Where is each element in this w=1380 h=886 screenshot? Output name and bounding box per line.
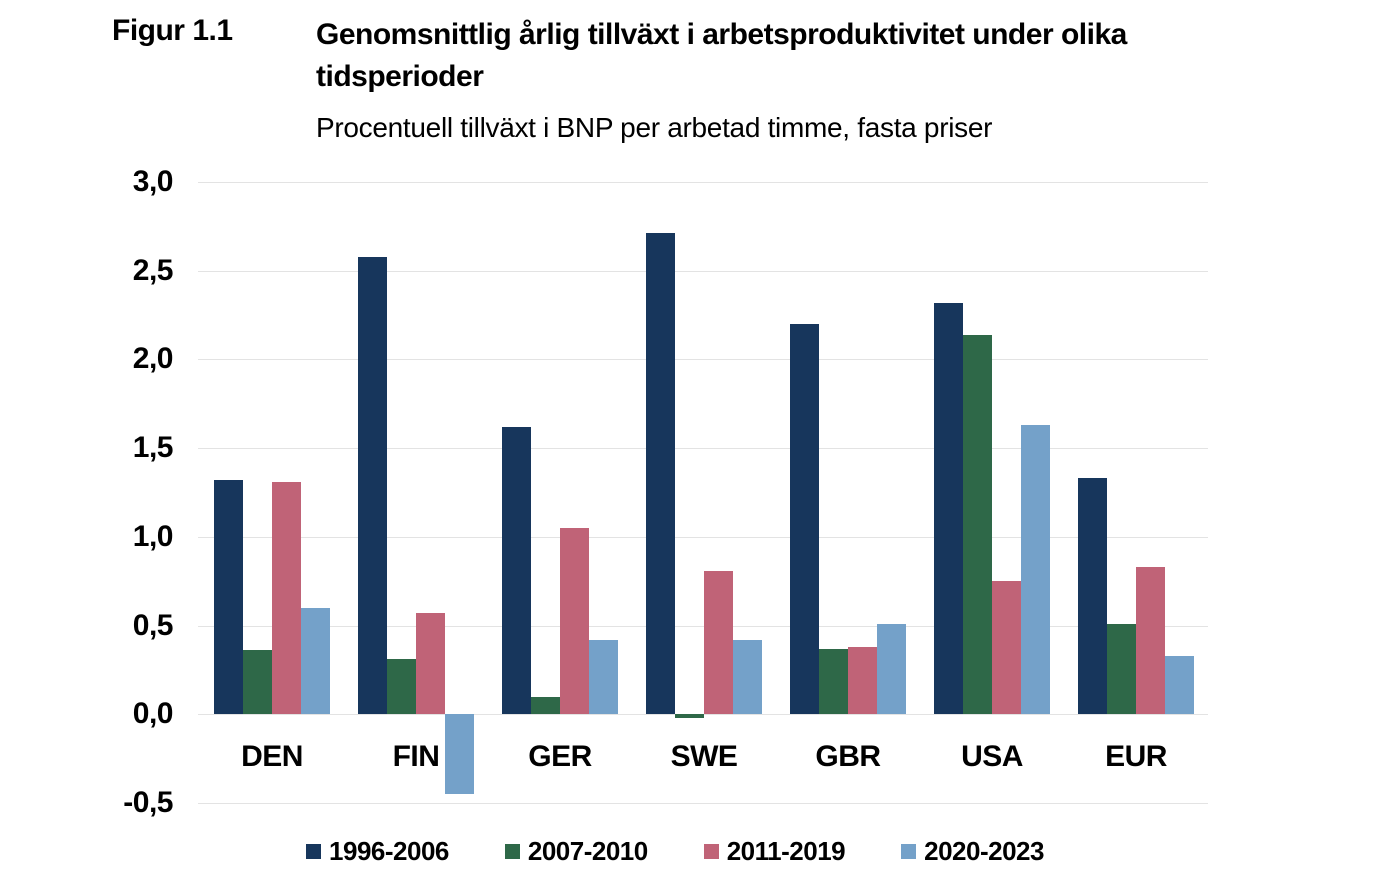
bar-swe-2011-2019 <box>704 570 733 715</box>
legend-swatch-icon <box>901 844 917 859</box>
legend-swatch-icon <box>504 844 520 859</box>
legend-item: 2011-2019 <box>703 836 846 867</box>
bar-gbr-2011-2019 <box>848 646 877 715</box>
figure-title: Genomsnittlig årlig tillväxt i arbetspro… <box>316 18 1127 93</box>
bar-fin-2007-2010 <box>387 659 416 715</box>
legend-label: 2007-2010 <box>527 836 648 866</box>
bar-usa-1996-2006 <box>934 302 963 715</box>
bar-swe-2020-2023 <box>733 639 762 715</box>
bar-den-2007-2010 <box>243 650 272 715</box>
legend-swatch-icon <box>703 844 719 859</box>
figure-number: Figur 1.1 <box>112 14 233 47</box>
bar-usa-2007-2010 <box>963 334 992 715</box>
bar-fin-2011-2019 <box>416 613 445 715</box>
bar-gbr-2007-2010 <box>819 648 848 715</box>
bar-fin-2020-2023 <box>445 714 474 795</box>
x-axis-category-label: GBR <box>815 740 881 774</box>
gridline <box>198 448 1208 450</box>
legend-item: 2007-2010 <box>504 836 648 867</box>
legend-label: 2020-2023 <box>924 836 1044 866</box>
x-axis-category-label: USA <box>961 740 1023 774</box>
bar-ger-2020-2023 <box>589 639 618 715</box>
y-axis-tick-label: 0,0 <box>132 697 174 731</box>
bar-usa-2020-2023 <box>1021 425 1050 715</box>
bar-group-usa <box>934 182 1050 803</box>
bar-den-1996-2006 <box>214 480 243 715</box>
gridline <box>198 270 1208 272</box>
legend-label: 1996-2006 <box>329 836 449 866</box>
bar-den-2011-2019 <box>272 481 301 715</box>
bar-group-ger <box>502 182 618 803</box>
bar-swe-1996-2006 <box>646 233 675 715</box>
legend-swatch-icon <box>306 844 322 859</box>
legend-item: 1996-2006 <box>306 836 449 867</box>
bar-group-fin <box>358 182 474 803</box>
y-axis-tick-label: 1,0 <box>132 519 174 553</box>
x-axis-category-label: DEN <box>241 740 303 774</box>
bar-fin-1996-2006 <box>358 256 387 715</box>
gridline <box>198 803 1208 804</box>
bar-usa-2011-2019 <box>992 581 1021 715</box>
x-axis-category-label: FIN <box>392 740 440 774</box>
gridline <box>198 625 1208 627</box>
bar-ger-2011-2019 <box>560 527 589 715</box>
y-axis-tick-label: 3,0 <box>132 165 174 198</box>
legend-label: 2011-2019 <box>726 836 846 866</box>
bar-group-eur <box>1078 182 1194 803</box>
bar-group-den <box>214 182 330 803</box>
y-axis-tick-label: 1,5 <box>132 431 174 465</box>
x-axis-category-label: SWE <box>670 740 738 774</box>
bar-group-gbr <box>790 182 906 803</box>
gridline <box>198 536 1208 538</box>
y-axis-tick-label: -0,5 <box>123 786 173 819</box>
bar-eur-2011-2019 <box>1136 567 1165 715</box>
bar-ger-1996-2006 <box>502 426 531 715</box>
bar-eur-2007-2010 <box>1107 623 1136 715</box>
y-axis-tick-label: 0,5 <box>132 608 174 642</box>
x-axis-category-label: GER <box>528 740 592 774</box>
bar-gbr-2020-2023 <box>877 623 906 715</box>
bar-chart-plot-area: 3,0 2,5 2,0 1,5 1,0 0,5 0,0 -0,5 DEN FIN GER SWE GBR… <box>123 165 1208 819</box>
gridline <box>198 359 1208 361</box>
gridline <box>198 182 1208 183</box>
legend-item: 2020-2023 <box>901 836 1044 867</box>
y-axis-tick-label: 2,5 <box>132 253 174 287</box>
bar-eur-1996-2006 <box>1078 478 1107 715</box>
y-axis-tick-label: 2,0 <box>132 342 174 376</box>
bar-ger-2007-2010 <box>531 696 560 715</box>
x-axis-category-label: EUR <box>1105 740 1167 774</box>
bar-eur-2020-2023 <box>1165 655 1194 715</box>
bar-group-swe <box>646 182 762 803</box>
bar-swe-2007-2010 <box>675 714 704 718</box>
bar-gbr-1996-2006 <box>790 323 819 715</box>
bar-den-2020-2023 <box>301 607 330 715</box>
figure-subtitle: Procentuell tillväxt i BNP per arbetad t… <box>316 112 993 143</box>
chart-legend: 1996-2006 2007-2010 2011-2019 2020-2023 <box>150 836 1200 867</box>
